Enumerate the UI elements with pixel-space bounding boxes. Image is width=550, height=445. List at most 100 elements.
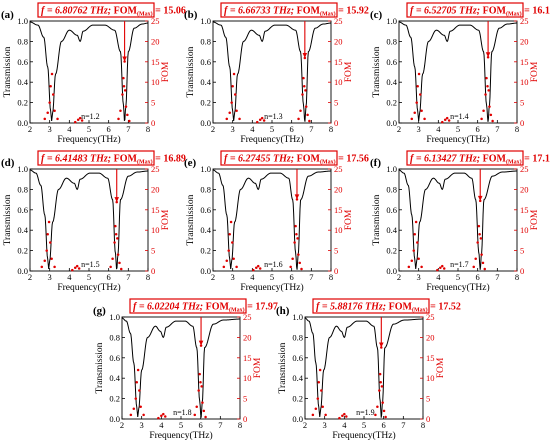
y2-tick-label: 0 xyxy=(334,266,338,276)
refractive-index-label: n=1.2 xyxy=(81,112,100,121)
chart-panel-h: (h) f = 5.88176 THz; FOM(Max) = 17.522 3 4 5… xyxy=(276,298,461,441)
title-fom-label: FOM xyxy=(114,6,138,17)
refractive-index-label: n=1.8 xyxy=(173,408,192,417)
fom-point xyxy=(384,415,387,419)
title-box: f = 6.27455 THz; FOM(Max) = 17.56 xyxy=(220,150,369,166)
title-frequency: f = 6.02204 THz; xyxy=(133,302,206,313)
fom-point xyxy=(204,415,207,419)
x-axis-label: Frequency(THz) xyxy=(57,282,120,293)
y2-tick-label: 10 xyxy=(426,373,435,383)
title-box: f = 6.41483 THz; FOM(Max) = 16.89 xyxy=(37,150,186,166)
plot-frame xyxy=(398,168,518,272)
fom-point xyxy=(301,93,304,96)
fom-point xyxy=(198,372,201,376)
fom-point xyxy=(480,253,483,256)
y-tick-label: 0.8 xyxy=(386,184,397,194)
y2-tick-label: 10 xyxy=(334,77,343,87)
fom-point xyxy=(414,220,418,224)
y2-tick-label: 5 xyxy=(151,246,155,256)
fom-point xyxy=(417,72,421,76)
x-axis-label: Frequency(THz) xyxy=(426,282,489,293)
x-axis-label: Frequency(THz) xyxy=(57,134,120,145)
x-tick-label: 3 xyxy=(48,272,52,282)
x-tick-label: 4 xyxy=(436,124,441,134)
y2-axis-label: FOM xyxy=(161,209,171,230)
y2-axis-label: FOM xyxy=(253,357,263,378)
x-tick-label: 8 xyxy=(238,420,242,430)
fom-point xyxy=(122,76,125,80)
fom-point xyxy=(484,93,487,96)
y2-tick-label: 15 xyxy=(243,353,252,363)
title-fom-sub: (Max) xyxy=(137,159,153,166)
fom-point xyxy=(314,407,318,411)
title-fom-sub: (Max) xyxy=(412,307,428,314)
y-tick-label: 0.0 xyxy=(200,118,211,128)
title-frame xyxy=(406,2,524,18)
x-tick-label: 4 xyxy=(159,420,164,430)
x-tick-label: 3 xyxy=(231,124,235,134)
fom-point xyxy=(416,85,419,88)
fom-point xyxy=(487,89,490,92)
x-tick-label: 3 xyxy=(231,272,235,282)
plot-frame xyxy=(304,316,424,420)
fom-point xyxy=(304,105,308,108)
fom-point xyxy=(420,265,423,269)
y2-tick-label: 5 xyxy=(520,246,524,256)
fom-point xyxy=(289,265,292,269)
chart-panel-e: (e) f = 6.27455 THz; FOM(Max) = 17.562 3 4 5… xyxy=(184,150,369,293)
fom-point xyxy=(258,118,262,121)
panel-title: f = 6.41483 THz; FOM(Max) = 16.89 xyxy=(41,154,186,166)
title-frequency: f = 6.41483 THz; xyxy=(41,154,114,165)
fom-point xyxy=(479,237,483,240)
x-tick-label: 8 xyxy=(146,124,150,134)
y2-tick-label: 25 xyxy=(243,312,252,322)
panel-title: f = 6.27455 THz; FOM(Max) = 17.56 xyxy=(224,154,369,166)
title-fom-value: = 16.89 xyxy=(153,154,186,165)
y2-tick-label: 20 xyxy=(151,184,160,194)
title-fom-value: = 17.97 xyxy=(245,302,278,313)
fom-point xyxy=(256,120,259,124)
fom-point xyxy=(413,233,416,236)
fom-point xyxy=(77,267,81,270)
y-tick-label: 0.2 xyxy=(386,246,397,256)
y2-tick-label: 0 xyxy=(334,118,338,128)
y2-tick-label: 5 xyxy=(520,98,524,108)
fom-point xyxy=(138,389,141,392)
y2-tick-label: 25 xyxy=(426,312,435,322)
x-tick-label: 7 xyxy=(495,124,499,134)
chart-panel-g: (g) f = 6.02204 THz; FOM(Max) = 17.972 3 4 5… xyxy=(93,298,278,441)
panel-label: (c) xyxy=(370,9,383,21)
y-tick-label: 1.0 xyxy=(200,16,211,26)
plot-frame xyxy=(212,168,332,272)
fom-point xyxy=(302,76,305,80)
y2-tick-label: 10 xyxy=(151,225,160,235)
y2-tick-label: 25 xyxy=(520,164,529,174)
x-tick-label: 6 xyxy=(107,272,111,282)
fom-point xyxy=(45,249,48,252)
y-axis-label: Transmission xyxy=(3,194,13,245)
title-fom-sub: (Max) xyxy=(506,159,522,166)
fom-point xyxy=(255,266,258,269)
y2-tick-label: 25 xyxy=(334,164,343,174)
y2-tick-label: 15 xyxy=(334,57,343,67)
panel-label: (d) xyxy=(1,157,15,169)
panel-label: (h) xyxy=(276,305,290,317)
title-frame xyxy=(220,2,338,18)
y2-tick-label: 5 xyxy=(243,394,247,404)
fom-max-arrowhead xyxy=(114,197,120,203)
fom-point xyxy=(316,397,320,400)
fom-point xyxy=(114,233,118,236)
y-tick-label: 0.0 xyxy=(17,118,28,128)
x-tick-label: 4 xyxy=(250,124,255,134)
panel-title: f = 6.52705 THz; FOM(Max) = 16.10 xyxy=(410,6,550,18)
y2-tick-label: 0 xyxy=(520,118,524,128)
refractive-index-label: n=1.6 xyxy=(264,260,283,269)
x-tick-label: 2 xyxy=(397,124,401,134)
fom-point xyxy=(410,259,414,263)
fom-point xyxy=(413,111,416,115)
fom-point xyxy=(193,413,197,417)
y-tick-label: 0.2 xyxy=(386,98,397,108)
panel-title: f = 5.88176 THz; FOM(Max) = 17.52 xyxy=(316,302,461,314)
title-box: f = 6.52705 THz; FOM(Max) = 16.10 xyxy=(406,2,550,18)
fom-point xyxy=(71,268,74,272)
